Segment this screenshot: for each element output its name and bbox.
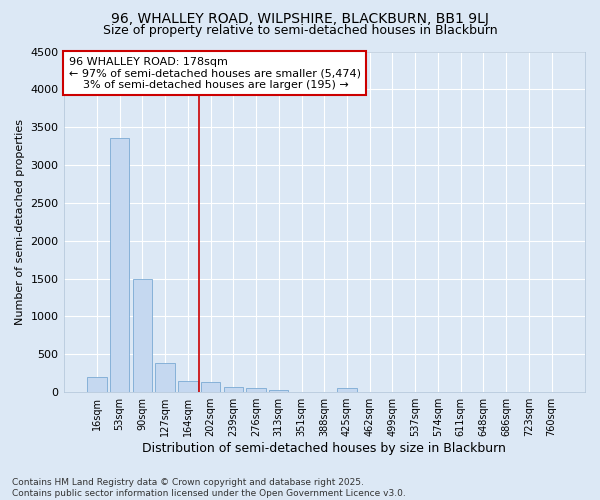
X-axis label: Distribution of semi-detached houses by size in Blackburn: Distribution of semi-detached houses by … (142, 442, 506, 455)
Bar (178, 381, 197, 392)
Bar (110, 138, 130, 392)
Bar (247, 388, 266, 392)
Bar (155, 362, 175, 392)
Text: Size of property relative to semi-detached houses in Blackburn: Size of property relative to semi-detach… (103, 24, 497, 37)
Y-axis label: Number of semi-detached properties: Number of semi-detached properties (15, 119, 25, 325)
Bar (224, 386, 243, 392)
Bar (269, 390, 289, 392)
Bar (201, 382, 220, 392)
Text: Contains HM Land Registry data © Crown copyright and database right 2025.
Contai: Contains HM Land Registry data © Crown c… (12, 478, 406, 498)
Bar (87, 377, 107, 392)
Bar (133, 278, 152, 392)
Bar (337, 388, 356, 392)
Text: 96 WHALLEY ROAD: 178sqm
← 97% of semi-detached houses are smaller (5,474)
    3%: 96 WHALLEY ROAD: 178sqm ← 97% of semi-de… (69, 56, 361, 90)
Text: 96, WHALLEY ROAD, WILPSHIRE, BLACKBURN, BB1 9LJ: 96, WHALLEY ROAD, WILPSHIRE, BLACKBURN, … (111, 12, 489, 26)
